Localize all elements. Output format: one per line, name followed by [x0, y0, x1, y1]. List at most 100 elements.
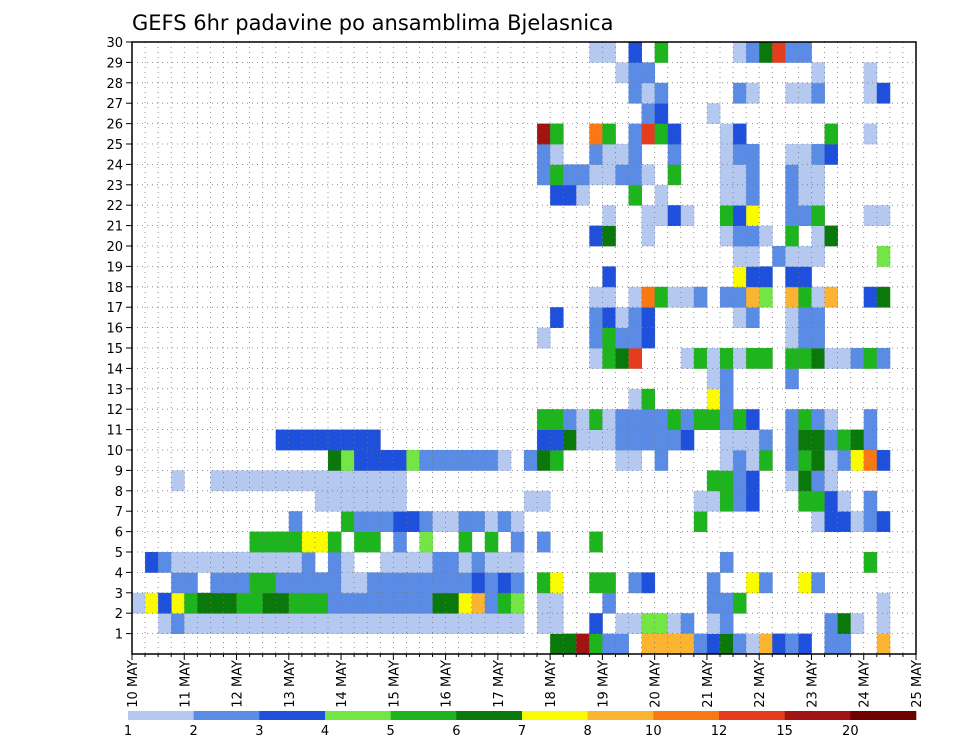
heatmap-cell: [798, 572, 812, 594]
heatmap-cell: [785, 470, 799, 492]
heatmap-cell: [288, 592, 303, 614]
heatmap-cell: [354, 572, 368, 594]
heatmap-cell: [563, 409, 577, 430]
heatmap-cell: [589, 42, 603, 63]
heatmap-cell: [341, 572, 355, 594]
heatmap-cell: [550, 123, 564, 145]
heatmap-cell: [693, 633, 708, 655]
y-tick-label: 6: [115, 526, 123, 541]
heatmap-cell: [197, 613, 211, 634]
heatmap-cell: [733, 470, 747, 492]
heatmap-cell: [798, 184, 812, 206]
heatmap-cell: [785, 429, 799, 451]
heatmap-cell: [615, 613, 629, 634]
heatmap-cell: [537, 572, 551, 594]
y-tick-label: 9: [115, 464, 123, 479]
heatmap-cell: [406, 552, 420, 573]
heatmap-cell: [811, 246, 825, 267]
heatmap-cell: [876, 286, 891, 308]
heatmap-cell: [445, 572, 460, 594]
heatmap-cell: [850, 348, 865, 369]
heatmap-cell: [798, 633, 812, 655]
heatmap-cell: [602, 225, 616, 247]
heatmap-cell: [720, 388, 734, 410]
heatmap-cell: [328, 470, 342, 492]
heatmap-cell: [720, 144, 734, 165]
heatmap-cell: [733, 429, 747, 451]
heatmap-cell: [772, 246, 786, 267]
heatmap-cell: [641, 123, 656, 145]
heatmap-cell: [667, 205, 682, 226]
heatmap-cell: [720, 225, 734, 247]
heatmap-cell: [301, 592, 316, 614]
heatmap-cell: [863, 205, 878, 226]
heatmap-cell: [706, 103, 721, 124]
heatmap-cell: [328, 429, 342, 451]
heatmap-cell: [589, 286, 603, 308]
heatmap-cell: [380, 592, 394, 614]
heatmap-cell: [589, 633, 603, 655]
heatmap-cell: [432, 592, 446, 614]
heatmap-cell: [641, 225, 656, 247]
heatmap-cell: [484, 572, 499, 594]
y-tick-label: 3: [115, 587, 123, 602]
heatmap-cell: [798, 246, 812, 267]
heatmap-cell: [406, 592, 420, 614]
heatmap-cell: [524, 490, 538, 512]
heatmap-cell: [602, 205, 616, 226]
heatmap-cell: [171, 470, 185, 492]
legend-swatch: [522, 711, 588, 720]
y-tick-label: 7: [115, 505, 123, 520]
heatmap-cell: [746, 286, 760, 308]
heatmap-cell: [537, 429, 551, 451]
heatmap-cell: [654, 205, 669, 226]
heatmap-cell: [654, 286, 669, 308]
heatmap-cell: [759, 225, 773, 247]
heatmap-cell: [458, 592, 473, 614]
heatmap-cell: [484, 552, 499, 573]
heatmap-cell: [628, 164, 642, 186]
legend-label: 10: [645, 724, 662, 739]
heatmap-cell: [824, 144, 838, 165]
heatmap-cell: [589, 429, 603, 451]
heatmap-cell: [706, 592, 721, 614]
heatmap-cell: [824, 511, 838, 532]
heatmap-cell: [706, 613, 721, 634]
heatmap-cell: [288, 511, 303, 532]
heatmap-cell: [824, 225, 838, 247]
heatmap-cell: [262, 592, 277, 614]
heatmap-cell: [641, 327, 656, 349]
heatmap-cell: [785, 205, 799, 226]
heatmap-cell: [720, 409, 734, 430]
heatmap-cell: [641, 103, 656, 124]
heatmap-cell: [471, 511, 486, 532]
heatmap-cell: [576, 429, 590, 451]
heatmap-cell: [354, 592, 368, 614]
heatmap-cell: [667, 123, 682, 145]
heatmap-cell: [693, 286, 708, 308]
heatmap-cell: [798, 144, 812, 165]
x-tick-label: 16 MAY: [440, 660, 455, 708]
heatmap-cell: [288, 470, 303, 492]
heatmap-cell: [471, 450, 486, 471]
heatmap-cell: [654, 82, 669, 104]
heatmap-cell: [354, 470, 368, 492]
heatmap-cell: [615, 429, 629, 451]
heatmap-cell: [628, 327, 642, 349]
heatmap-cell: [641, 307, 656, 328]
heatmap-cell: [680, 348, 695, 369]
heatmap-cell: [628, 82, 642, 104]
heatmap-cell: [824, 490, 838, 512]
heatmap-cell: [628, 409, 642, 430]
heatmap-cell: [654, 450, 669, 471]
heatmap-cell: [406, 613, 420, 634]
x-tick-label: 24 MAY: [858, 660, 873, 708]
x-tick-label: 25 MAY: [910, 660, 925, 708]
heatmap-cell: [132, 592, 146, 614]
heatmap-cell: [876, 348, 891, 369]
heatmap-cell: [537, 490, 551, 512]
heatmap-cell: [628, 572, 642, 594]
heatmap-cell: [249, 592, 264, 614]
heatmap-cell: [876, 246, 891, 267]
heatmap-cell: [746, 429, 760, 451]
